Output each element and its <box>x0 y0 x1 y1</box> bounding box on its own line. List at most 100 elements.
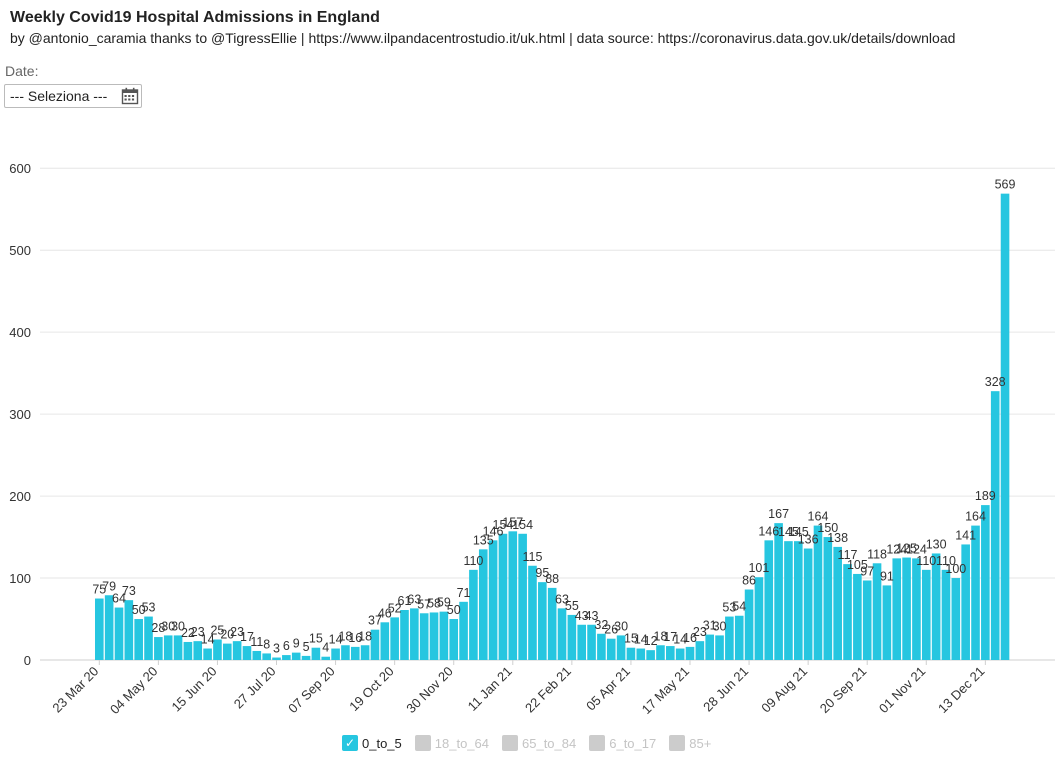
bar[interactable] <box>734 615 744 660</box>
bar[interactable] <box>941 569 951 660</box>
bar[interactable] <box>469 569 478 660</box>
bar[interactable] <box>419 613 429 660</box>
bar[interactable] <box>380 622 390 660</box>
bar[interactable] <box>124 600 134 660</box>
bar[interactable] <box>538 582 547 660</box>
bar[interactable] <box>301 655 311 660</box>
bar[interactable] <box>272 657 281 660</box>
bar[interactable] <box>626 647 636 660</box>
bar[interactable] <box>163 635 173 660</box>
bar[interactable] <box>685 646 695 660</box>
bar[interactable] <box>744 589 754 660</box>
bar[interactable] <box>981 505 990 660</box>
bar[interactable] <box>95 598 104 660</box>
bar[interactable] <box>921 569 931 660</box>
bar[interactable] <box>291 652 301 660</box>
bar[interactable] <box>114 607 124 660</box>
bar[interactable] <box>508 531 518 660</box>
bar[interactable] <box>1000 193 1010 660</box>
bar[interactable] <box>616 635 626 660</box>
bar[interactable] <box>282 655 291 660</box>
legend-item[interactable]: 65_to_84 <box>502 735 576 751</box>
bar[interactable] <box>971 525 980 660</box>
bar[interactable] <box>843 564 852 660</box>
bar[interactable] <box>459 601 468 660</box>
bar[interactable] <box>784 541 793 660</box>
bar[interactable] <box>252 650 262 660</box>
bar[interactable] <box>390 617 399 660</box>
bar[interactable] <box>518 533 527 660</box>
bar[interactable] <box>331 648 340 660</box>
bar[interactable] <box>528 565 537 660</box>
bar[interactable] <box>597 633 606 660</box>
data-label: 23 <box>693 625 707 639</box>
bar[interactable] <box>429 612 439 660</box>
bar[interactable] <box>636 648 646 660</box>
bar[interactable] <box>410 608 419 660</box>
bar[interactable] <box>577 624 586 660</box>
bar[interactable] <box>193 641 203 660</box>
bar[interactable] <box>134 619 143 660</box>
bar[interactable] <box>646 650 655 660</box>
bar[interactable] <box>764 540 774 660</box>
bar[interactable] <box>912 558 921 660</box>
bar[interactable] <box>213 639 222 660</box>
bar[interactable] <box>774 523 783 660</box>
bar[interactable] <box>833 546 842 660</box>
date-picker[interactable]: --- Seleziona --- <box>4 84 142 108</box>
bar[interactable] <box>183 641 193 660</box>
bar[interactable] <box>803 548 813 660</box>
bar[interactable] <box>203 648 212 660</box>
bar[interactable] <box>321 656 331 660</box>
bar[interactable] <box>882 585 892 660</box>
bar[interactable] <box>695 641 705 660</box>
bar[interactable] <box>813 525 823 660</box>
bar[interactable] <box>547 587 557 660</box>
bar[interactable] <box>853 573 862 660</box>
legend-item[interactable]: ✓ 0_to_5 <box>342 735 402 751</box>
bar[interactable] <box>350 646 360 660</box>
legend-item[interactable]: 18_to_64 <box>414 735 489 751</box>
bar[interactable] <box>104 595 114 660</box>
bar[interactable] <box>862 580 872 661</box>
bar[interactable] <box>498 533 508 660</box>
bar[interactable] <box>557 608 567 660</box>
bar[interactable] <box>675 648 685 660</box>
bar[interactable] <box>892 558 902 660</box>
bar[interactable] <box>666 646 675 660</box>
bar[interactable] <box>222 643 232 660</box>
bar[interactable] <box>144 616 153 660</box>
bar[interactable] <box>242 646 252 660</box>
bar[interactable] <box>961 544 970 660</box>
bar[interactable] <box>715 635 724 660</box>
bar[interactable] <box>823 537 833 660</box>
legend-item[interactable]: 6_to_17 <box>589 735 656 751</box>
bar[interactable] <box>400 610 409 660</box>
bar[interactable] <box>951 578 961 660</box>
bar[interactable] <box>370 629 380 660</box>
bar[interactable] <box>990 391 1000 660</box>
bar[interactable] <box>341 645 350 660</box>
bar[interactable] <box>439 611 449 660</box>
bar[interactable] <box>173 635 183 660</box>
bar[interactable] <box>902 557 911 660</box>
bar[interactable] <box>449 619 459 660</box>
bar[interactable] <box>872 563 882 660</box>
bar[interactable] <box>478 549 488 660</box>
bar[interactable] <box>725 616 734 660</box>
bar[interactable] <box>311 647 321 660</box>
bar[interactable] <box>360 645 370 660</box>
bar[interactable] <box>587 624 596 660</box>
bar[interactable] <box>794 541 803 660</box>
legend-item[interactable]: 85+ <box>669 735 711 751</box>
bar[interactable] <box>262 653 271 660</box>
bar[interactable] <box>754 577 764 660</box>
bar[interactable] <box>656 645 665 660</box>
bar[interactable] <box>488 540 498 660</box>
bar[interactable] <box>232 641 242 660</box>
bar[interactable] <box>606 638 616 660</box>
bar[interactable] <box>154 637 163 660</box>
bar[interactable] <box>705 634 714 660</box>
bar[interactable] <box>567 614 577 660</box>
bar[interactable] <box>931 553 941 660</box>
